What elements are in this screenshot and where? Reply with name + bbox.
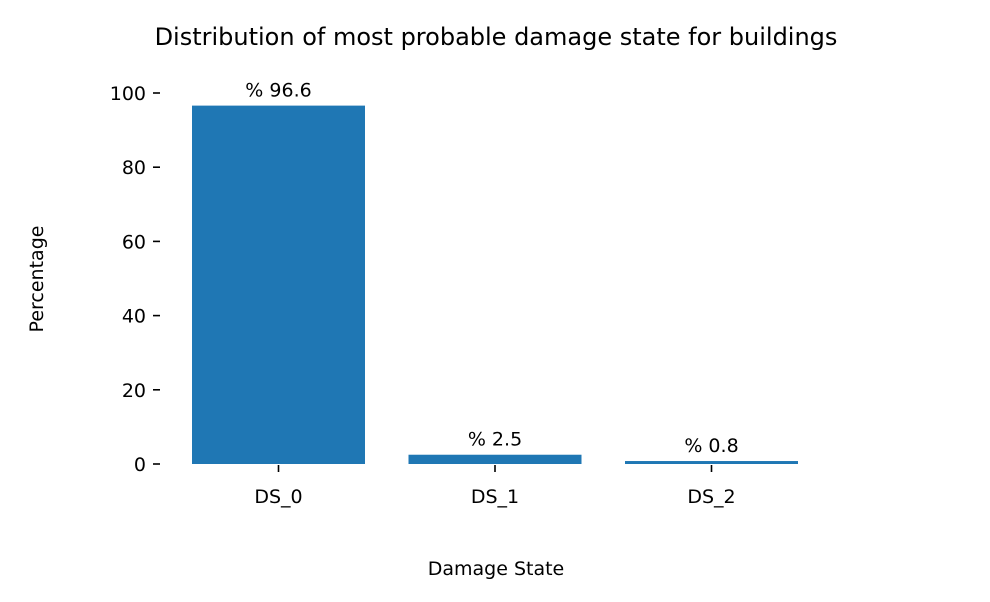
x-tick-label: DS_1 xyxy=(471,486,519,508)
y-tick-label: 20 xyxy=(122,380,146,402)
x-tick-label: DS_0 xyxy=(254,486,302,508)
bar-ds-2 xyxy=(625,461,798,464)
y-axis-label: Percentage xyxy=(26,226,48,333)
y-tick-label: 0 xyxy=(134,454,146,476)
bar-series: % 96.6 % 2.5 % 0.8 xyxy=(192,80,798,464)
y-tick-label: 100 xyxy=(110,83,146,105)
y-tick-label: 80 xyxy=(122,157,146,179)
data-label: % 2.5 xyxy=(468,429,522,451)
data-label: % 96.6 xyxy=(245,80,311,102)
y-tick-label: 60 xyxy=(122,231,146,253)
bar-ds-1 xyxy=(408,454,582,464)
x-axis-label: Damage State xyxy=(428,558,565,580)
bar-ds-0 xyxy=(192,105,365,464)
x-axis: DS_0 DS_1 DS_2 xyxy=(254,465,736,508)
x-tick-label: DS_2 xyxy=(687,486,735,508)
y-axis: 0 20 40 60 80 100 xyxy=(110,83,160,476)
chart-title: Distribution of most probable damage sta… xyxy=(155,23,838,51)
data-label: % 0.8 xyxy=(684,435,738,457)
y-tick-label: 40 xyxy=(122,306,146,328)
